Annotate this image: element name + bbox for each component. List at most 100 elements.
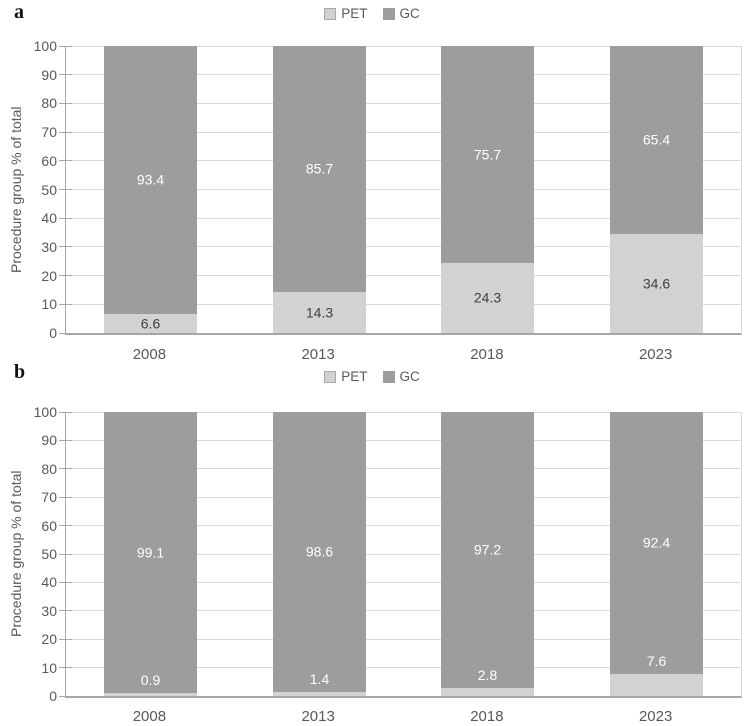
x-tick-label: 2008: [132, 708, 167, 725]
bar-segment-pet: [610, 234, 703, 333]
x-tick-label: 2013: [301, 346, 335, 363]
y-axis-tick: [59, 45, 72, 47]
pet-value-label: 7.6: [646, 653, 667, 670]
gc-value-label: 98.6: [305, 543, 334, 560]
plot-area-b: 0 10 20 30 40 50 60 70 80 90 100 99.1 0.9 98.6 1.4 97.2…: [34, 405, 742, 703]
y-tick-label: 0: [49, 325, 57, 341]
gridline: [66, 468, 741, 470]
legend-item-gc: GC: [382, 6, 420, 21]
gc-value-label: 92.4: [642, 534, 671, 551]
y-tick-label: 100: [33, 38, 57, 54]
gridline: [66, 496, 741, 498]
legend-marker-pet-icon: [324, 7, 337, 20]
y-axis-tick: [59, 468, 72, 470]
pet-value-label: 2.8: [477, 667, 498, 684]
gc-value-label: 75.7: [473, 146, 502, 163]
bar-segment-pet: [610, 674, 703, 696]
y-tick-label: 10: [41, 659, 57, 676]
gc-value-label: 99.1: [136, 544, 165, 561]
y-axis-tick: [59, 525, 72, 527]
x-axis-labels-a: 2008 2013 2018 2023: [65, 346, 740, 365]
gc-value-label: 97.2: [473, 541, 502, 558]
bar-segment-gc: [104, 46, 197, 314]
gc-value-label: 65.4: [642, 131, 671, 148]
y-tick-label: 30: [41, 238, 57, 255]
gridline: [66, 102, 741, 104]
y-axis-tick: [59, 496, 72, 498]
y-axis-tick: [59, 303, 72, 305]
pet-value-label: 1.4: [309, 671, 330, 688]
x-tick-label: 2023: [638, 346, 673, 363]
gridline: [66, 189, 741, 190]
legend-marker-pet-icon: [324, 370, 337, 383]
x-tick-label: 2018: [470, 346, 504, 363]
y-axis-tick: [59, 102, 72, 104]
legend-marker-gc-icon: [382, 7, 395, 20]
legend-item-gc: GC: [382, 369, 420, 384]
pet-value-label: 34.6: [642, 275, 671, 292]
y-tick-label: 20: [41, 267, 57, 284]
plot-area-a: 0 10 20 30 40 50 60 70 80 90 100 93.4 6.6 85.7 14.3 75.…: [34, 39, 742, 340]
y-axis-tick: [59, 553, 72, 555]
bar-segment-pet: [441, 263, 534, 333]
y-tick-label: 50: [41, 546, 57, 562]
bar-segment-pet: [273, 692, 366, 696]
bar-segment-gc: [441, 46, 534, 263]
x-tick-label: 2023: [638, 708, 673, 725]
bar-segment-gc: [273, 412, 366, 692]
y-tick-label: 100: [33, 404, 57, 420]
y-tick-label: 20: [41, 631, 57, 648]
gridline: [66, 581, 741, 583]
legend-item-pet: PET: [324, 369, 368, 384]
pet-value-label: 0.9: [140, 672, 161, 689]
y-tick-label: 40: [41, 574, 57, 591]
y-tick-label: 60: [41, 517, 57, 534]
y-axis-tick: [59, 74, 72, 76]
y-axis-tick: [59, 667, 72, 669]
x-axis-labels-b: 2008 2013 2018 2023: [65, 708, 740, 726]
pet-value-label: 14.3: [305, 304, 334, 321]
gridline: [66, 131, 741, 133]
y-tick-label: 70: [41, 124, 57, 141]
y-axis-tick: [59, 638, 72, 640]
y-tick-label: 70: [41, 489, 57, 506]
gridline: [66, 246, 741, 248]
legend-label: PET: [341, 6, 368, 21]
x-tick-label: 2008: [132, 346, 167, 363]
pet-value-label: 24.3: [473, 289, 502, 306]
y-tick-label: 50: [41, 181, 57, 198]
gridline: [66, 610, 741, 612]
x-tick-label: 2018: [470, 708, 504, 725]
gridline: [66, 74, 741, 76]
y-tick-label: 0: [49, 688, 57, 704]
panel-a-letter: a: [14, 1, 24, 23]
gridline: [66, 275, 741, 277]
bar-segment-gc: [610, 46, 703, 234]
gridline: [66, 553, 741, 555]
panel-b-letter: b: [14, 361, 26, 383]
bar-segment-gc: [273, 46, 366, 292]
y-axis-tick: [59, 610, 72, 612]
bar-segment-pet: [441, 688, 534, 696]
gridline: [66, 160, 741, 162]
gc-value-label: 85.7: [305, 160, 334, 177]
y-tick-label: 30: [41, 602, 57, 619]
y-axis-tick: [59, 332, 72, 334]
bar-segment-gc: [441, 412, 534, 688]
bar-segment-gc: [610, 412, 703, 674]
bar-segment-pet: [104, 314, 197, 333]
y-axis-tick: [59, 131, 72, 133]
y-axis-tick: [59, 217, 72, 219]
pet-value-label: 6.6: [140, 315, 161, 332]
y-axis-tick: [59, 581, 72, 583]
gridline: [66, 525, 741, 527]
legend-label: GC: [399, 6, 420, 21]
gridline: [66, 439, 741, 441]
gridline: [66, 217, 741, 219]
gridline: [66, 303, 741, 305]
gridline: [66, 411, 741, 413]
legend-marker-gc-icon: [382, 370, 395, 383]
x-tick-label: 2013: [301, 708, 335, 725]
bar-segment-pet: [104, 693, 197, 696]
